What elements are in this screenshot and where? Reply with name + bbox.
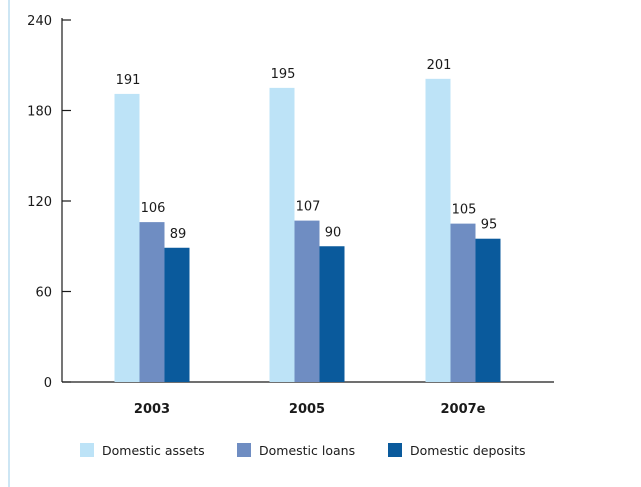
x-category-label: 2003 [134, 402, 170, 417]
x-category-label: 2007e [441, 402, 486, 417]
value-label: 106 [141, 201, 166, 216]
legend-swatch [388, 443, 402, 457]
bar-domestic-assets-2005 [269, 87, 295, 382]
value-label: 107 [296, 200, 321, 215]
bar-domestic-assets-2003 [114, 93, 140, 383]
bar-domestic-loans-2007e [450, 223, 476, 382]
legend-label: Domestic loans [259, 443, 355, 458]
y-tick-label: 240 [27, 14, 52, 29]
bar-domestic-assets-2007e [425, 78, 451, 382]
value-label: 191 [116, 73, 141, 88]
y-axis-ticks: 0 60 120 180 240 [27, 14, 71, 391]
value-label: 90 [325, 225, 342, 240]
legend-swatch [80, 443, 94, 457]
left-border-rule [8, 0, 10, 487]
legend-label: Domestic assets [102, 443, 205, 458]
bar-domestic-deposits-2005 [319, 246, 345, 382]
value-label: 195 [271, 67, 296, 82]
bar-domestic-deposits-2007e [475, 238, 501, 382]
x-category-label: 2005 [289, 402, 325, 417]
value-label: 105 [452, 203, 477, 218]
y-tick-label: 60 [35, 286, 52, 301]
legend-item: Domestic deposits [388, 443, 525, 458]
legend-item: Domestic assets [80, 443, 205, 458]
legend: Domestic assets Domestic loans Domestic de… [80, 443, 525, 458]
y-tick-label: 180 [27, 105, 52, 120]
bar-domestic-loans-2003 [139, 222, 165, 382]
legend-label: Domestic deposits [410, 443, 525, 458]
y-tick-label: 120 [27, 195, 52, 210]
legend-swatch [237, 443, 251, 457]
y-tick-label: 0 [44, 376, 52, 391]
legend-item: Domestic loans [237, 443, 355, 458]
value-label: 89 [170, 227, 187, 242]
value-labels: 191 106 89 195 107 90 201 105 95 [116, 58, 498, 242]
value-label: 95 [481, 218, 498, 233]
value-label: 201 [427, 58, 452, 73]
bar-domestic-deposits-2003 [164, 247, 190, 382]
x-axis-labels: 2003 2005 2007e [134, 402, 486, 417]
bars [114, 78, 501, 383]
bar-domestic-loans-2005 [294, 220, 320, 382]
